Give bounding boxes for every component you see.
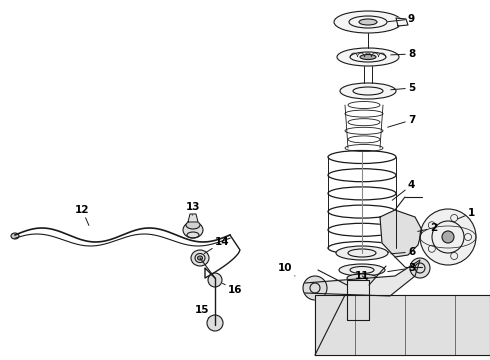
Circle shape xyxy=(420,209,476,265)
Ellipse shape xyxy=(337,48,399,66)
Text: 2: 2 xyxy=(417,223,437,233)
Ellipse shape xyxy=(186,221,200,229)
Polygon shape xyxy=(188,214,198,222)
Circle shape xyxy=(410,258,430,278)
Text: 7: 7 xyxy=(388,115,416,127)
Circle shape xyxy=(442,231,454,243)
Text: 3: 3 xyxy=(388,263,415,273)
Ellipse shape xyxy=(183,222,203,238)
Ellipse shape xyxy=(336,246,388,260)
Text: 8: 8 xyxy=(391,49,415,59)
Ellipse shape xyxy=(339,264,385,276)
Ellipse shape xyxy=(347,274,377,282)
Ellipse shape xyxy=(11,233,19,239)
Ellipse shape xyxy=(197,256,202,260)
Text: 11: 11 xyxy=(355,271,369,281)
Polygon shape xyxy=(396,18,408,26)
Text: 10: 10 xyxy=(278,263,295,276)
Polygon shape xyxy=(380,210,422,257)
Text: 1: 1 xyxy=(458,208,475,219)
Ellipse shape xyxy=(359,19,377,25)
Text: 9: 9 xyxy=(388,14,415,24)
Polygon shape xyxy=(315,295,490,355)
Text: 15: 15 xyxy=(195,305,210,318)
Text: 6: 6 xyxy=(391,247,415,257)
Text: 5: 5 xyxy=(391,83,415,93)
Circle shape xyxy=(208,273,222,287)
Polygon shape xyxy=(305,260,420,296)
Text: 14: 14 xyxy=(204,237,230,253)
Circle shape xyxy=(303,276,327,300)
Ellipse shape xyxy=(191,250,209,266)
Ellipse shape xyxy=(340,83,396,99)
Text: 16: 16 xyxy=(222,283,243,295)
Ellipse shape xyxy=(360,54,376,59)
Polygon shape xyxy=(347,280,369,320)
Text: 12: 12 xyxy=(75,205,90,225)
Text: 13: 13 xyxy=(186,202,200,215)
Ellipse shape xyxy=(334,11,402,33)
Circle shape xyxy=(207,315,223,331)
Text: 4: 4 xyxy=(392,180,416,200)
